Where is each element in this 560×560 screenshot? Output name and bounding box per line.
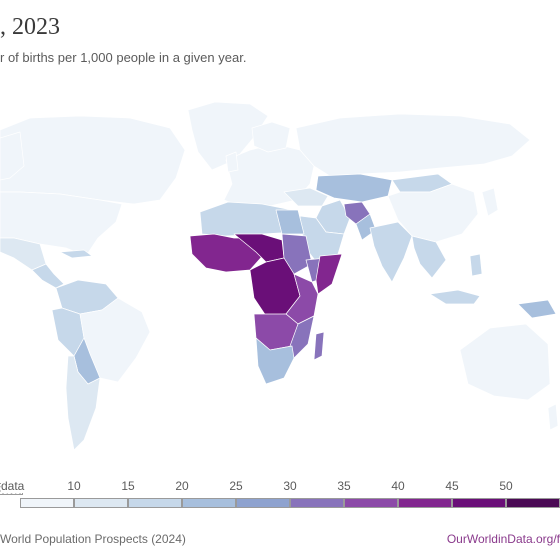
region-alaska[interactable] xyxy=(0,131,25,181)
legend-tick-45: 45 xyxy=(445,479,459,493)
legend-tick-25: 25 xyxy=(229,479,243,493)
source-text: World Population Prospects (2024) xyxy=(0,532,186,546)
chart-title: , 2023 xyxy=(0,14,60,40)
region-india[interactable] xyxy=(369,221,413,283)
legend-bins xyxy=(20,498,560,508)
region-southern-africa[interactable] xyxy=(255,337,295,385)
no-data-label: data xyxy=(1,479,27,493)
region-egypt[interactable] xyxy=(275,209,305,235)
region-caribbean[interactable] xyxy=(59,249,93,259)
legend-bin-0[interactable] xyxy=(20,498,74,508)
region-russia[interactable] xyxy=(295,113,531,177)
region-greenland[interactable] xyxy=(187,101,269,171)
owid-link[interactable]: OurWorldinData.org/f xyxy=(446,532,560,546)
region-madagascar[interactable] xyxy=(313,331,325,361)
region-central-asia[interactable] xyxy=(315,173,393,203)
region-scandinavia[interactable] xyxy=(251,121,291,153)
region-japan[interactable] xyxy=(481,187,499,217)
legend-tick-40: 40 xyxy=(391,479,405,493)
chart-subtitle: r of births per 1,000 people in a given … xyxy=(0,50,247,65)
legend-tick-10: 10 xyxy=(67,479,81,493)
region-canada[interactable] xyxy=(0,115,186,205)
world-map-svg xyxy=(0,101,559,451)
region-uk[interactable] xyxy=(225,151,239,173)
region-southeast-asia[interactable] xyxy=(411,235,447,279)
legend-bin-6[interactable] xyxy=(344,498,398,508)
legend-tick-30: 30 xyxy=(283,479,297,493)
region-papua-new-guinea[interactable] xyxy=(517,299,557,319)
region-sudan[interactable] xyxy=(281,233,313,275)
legend-bin-9[interactable] xyxy=(506,498,560,508)
legend-tick-20: 20 xyxy=(175,479,189,493)
legend-bin-7[interactable] xyxy=(398,498,452,508)
region-philippines[interactable] xyxy=(469,253,483,277)
region-turkey[interactable] xyxy=(283,187,329,207)
region-mozambique[interactable] xyxy=(289,315,315,359)
region-somalia[interactable] xyxy=(315,253,343,295)
legend-tick-35: 35 xyxy=(337,479,351,493)
region-indonesia[interactable] xyxy=(429,289,481,305)
legend-bin-1[interactable] xyxy=(74,498,128,508)
region-china[interactable] xyxy=(387,183,479,243)
legend-bin-5[interactable] xyxy=(290,498,344,508)
region-new-zealand[interactable] xyxy=(547,403,559,431)
map-legend: data 10 15 20 25 30 35 40 45 50 xyxy=(0,470,560,510)
region-argentina[interactable] xyxy=(65,355,101,451)
legend-bin-2[interactable] xyxy=(128,498,182,508)
legend-bin-4[interactable] xyxy=(236,498,290,508)
legend-bin-8[interactable] xyxy=(452,498,506,508)
region-australia[interactable] xyxy=(459,323,551,401)
world-map[interactable] xyxy=(0,88,560,458)
region-central-america[interactable] xyxy=(31,263,65,289)
legend-bin-3[interactable] xyxy=(182,498,236,508)
legend-tick-50: 50 xyxy=(499,479,513,493)
legend-tick-15: 15 xyxy=(121,479,135,493)
